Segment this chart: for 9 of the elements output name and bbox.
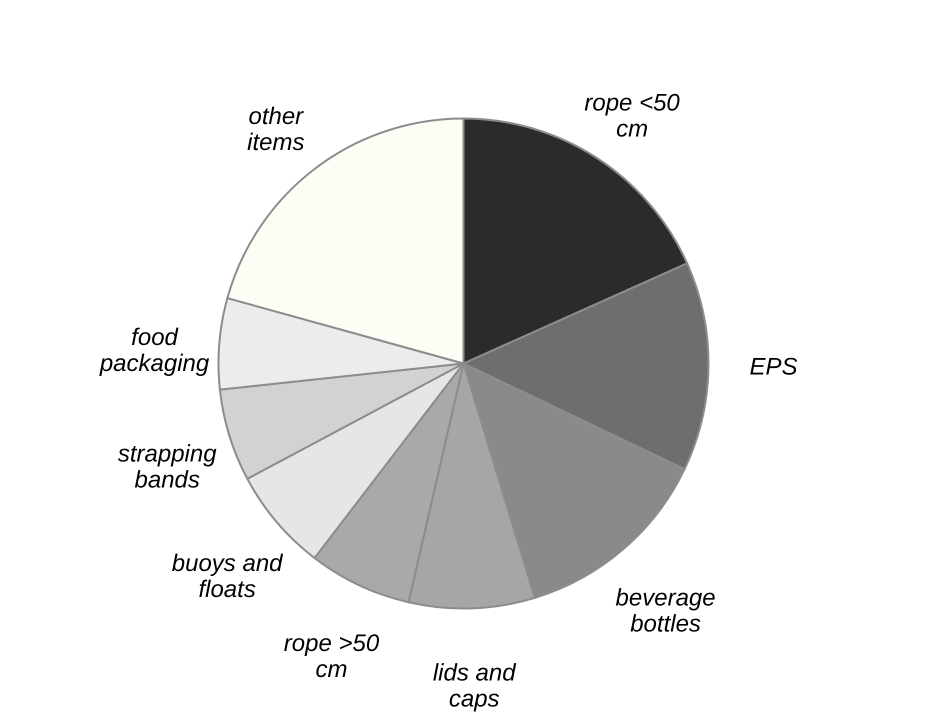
slice-label: other items: [247, 102, 304, 156]
slice-label: buoys and floats: [172, 550, 284, 604]
slice-label: strapping bands: [118, 440, 218, 494]
slice-label: food packaging: [98, 324, 210, 378]
slice-label: rope <50 cm: [584, 89, 680, 142]
slice-label: beverage bottles: [616, 584, 716, 638]
slice-label: rope >50 cm: [284, 630, 380, 683]
slice-label: EPS: [749, 353, 798, 380]
slice-label: lids and caps: [432, 659, 516, 712]
